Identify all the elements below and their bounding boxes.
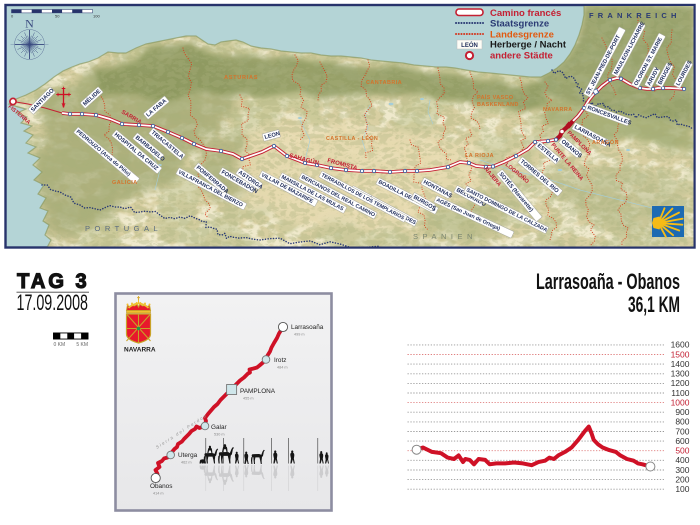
- svg-text:Staatsgrenze: Staatsgrenze: [490, 19, 549, 30]
- svg-text:600: 600: [675, 436, 689, 446]
- svg-text:LA RIOJA: LA RIOJA: [465, 153, 494, 159]
- svg-text:700: 700: [675, 426, 689, 436]
- svg-text:FRANKREICH: FRANKREICH: [589, 11, 681, 20]
- svg-text:andere Städte: andere Städte: [490, 51, 553, 62]
- svg-text:455 m: 455 m: [243, 397, 254, 401]
- svg-text:1100: 1100: [671, 388, 690, 398]
- svg-text:LEÓN: LEÓN: [461, 41, 478, 49]
- svg-text:PAÍS VASCO: PAÍS VASCO: [477, 93, 513, 101]
- svg-text:NAVARRA: NAVARRA: [124, 347, 156, 354]
- svg-text:462 m: 462 m: [181, 461, 192, 465]
- svg-text:0 KM: 0 KM: [54, 342, 66, 348]
- svg-text:200: 200: [675, 474, 689, 484]
- svg-text:300: 300: [675, 465, 689, 475]
- svg-text:PAMPLONA: PAMPLONA: [240, 388, 276, 395]
- svg-text:NAVARRA: NAVARRA: [543, 107, 573, 113]
- svg-text:Larrasoaña: Larrasoaña: [291, 324, 324, 331]
- svg-text:CASTILLA - LEÓN: CASTILLA - LEÓN: [326, 134, 378, 142]
- svg-text:ASTURIAS: ASTURIAS: [224, 75, 258, 81]
- svg-text:Landesgrenze: Landesgrenze: [490, 30, 554, 41]
- svg-text:GALICIA: GALICIA: [112, 180, 138, 186]
- svg-text:Galar: Galar: [211, 424, 227, 431]
- svg-text:Uterga: Uterga: [178, 452, 198, 459]
- svg-text:TAG 3: TAG 3: [17, 269, 90, 293]
- svg-text:530 m: 530 m: [214, 433, 225, 437]
- svg-text:100: 100: [93, 14, 100, 19]
- svg-text:Larrasoaña - Obanos: Larrasoaña - Obanos: [536, 269, 680, 294]
- svg-text:0: 0: [11, 14, 14, 19]
- svg-text:ARAGÓN: ARAGÓN: [592, 138, 619, 146]
- svg-text:50: 50: [55, 14, 60, 19]
- svg-text:36,1 KM: 36,1 KM: [628, 292, 680, 317]
- svg-text:Herberge / Nacht: Herberge / Nacht: [490, 40, 567, 51]
- svg-text:484 m: 484 m: [277, 366, 288, 370]
- svg-text:1300: 1300: [671, 369, 690, 379]
- svg-text:Camino francés: Camino francés: [490, 8, 561, 19]
- svg-text:LEON: LEON: [264, 131, 281, 141]
- svg-text:900: 900: [675, 407, 689, 417]
- svg-text:Irotz: Irotz: [274, 357, 286, 364]
- svg-text:1600: 1600: [671, 340, 690, 350]
- svg-text:N: N: [25, 17, 34, 31]
- svg-text:400: 400: [675, 455, 689, 465]
- svg-text:100: 100: [675, 484, 689, 494]
- svg-text:PORTUGAL: PORTUGAL: [85, 224, 162, 233]
- svg-text:CANTABRIA: CANTABRIA: [366, 80, 402, 86]
- svg-text:499 m: 499 m: [294, 333, 305, 337]
- svg-text:414 m: 414 m: [153, 492, 164, 496]
- svg-text:1400: 1400: [671, 359, 690, 369]
- svg-text:500: 500: [675, 446, 689, 456]
- svg-text:Obanos: Obanos: [150, 483, 172, 490]
- svg-text:1200: 1200: [671, 378, 690, 388]
- svg-text:1500: 1500: [671, 349, 690, 359]
- svg-text:BASKENLAND: BASKENLAND: [477, 102, 519, 108]
- svg-text:800: 800: [675, 417, 689, 427]
- svg-text:1000: 1000: [671, 397, 690, 407]
- svg-text:17.09.2008: 17.09.2008: [17, 290, 89, 315]
- svg-text:5 KM: 5 KM: [76, 342, 88, 348]
- svg-text:SPANIEN: SPANIEN: [413, 232, 477, 241]
